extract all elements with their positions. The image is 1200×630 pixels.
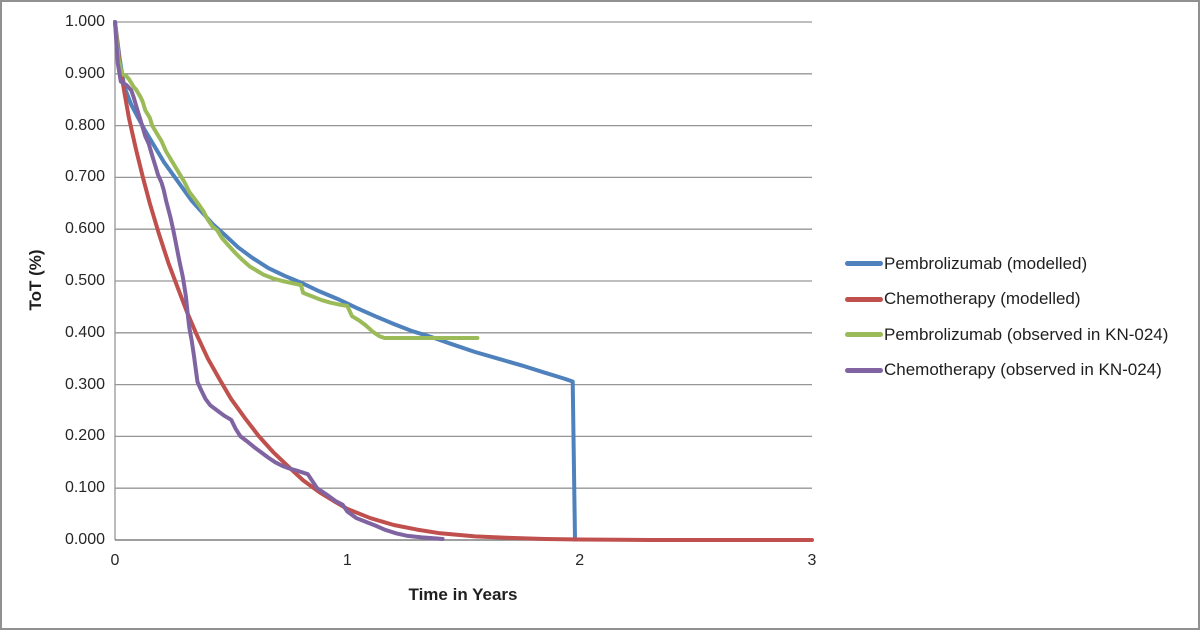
series-line-chemotherapy-modelled <box>113 20 814 542</box>
y-tick-label: 0.000 <box>64 531 105 548</box>
legend-item-chemotherapy-modelled: Chemotherapy (modelled) <box>845 289 1168 310</box>
legend-label: Chemotherapy (modelled) <box>884 289 1081 308</box>
y-tick-label: 0.600 <box>64 220 105 238</box>
series-line-pembrolizumab-observed <box>113 20 480 340</box>
x-tick-label: 3 <box>807 552 817 569</box>
legend-item-pembrolizumab-modelled: Pembrolizumab (modelled) <box>845 253 1168 274</box>
legend-swatch-chemotherapy-modelled <box>845 296 883 302</box>
legend-label: Chemotherapy (observed in KN-024) <box>884 360 1162 379</box>
legend-item-chemotherapy-observed: Chemotherapy (observed in KN-024) <box>845 360 1168 381</box>
y-tick-label: 0.300 <box>64 375 105 393</box>
y-tick-label: 0.900 <box>64 64 105 82</box>
y-tick-label: 0.500 <box>64 272 105 289</box>
legend-label: Pembrolizumab (observed in KN-024) <box>884 324 1169 344</box>
series-line-pembrolizumab-modelled <box>113 20 577 542</box>
y-tick-label: 1.000 <box>64 13 105 30</box>
legend-label: Pembrolizumab (modelled) <box>884 253 1088 273</box>
y-tick-label: 0.800 <box>64 116 105 134</box>
legend-item-pembrolizumab-observed: Pembrolizumab (observed in KN-024) <box>845 324 1168 345</box>
x-tick-label: 2 <box>575 552 585 569</box>
legend-swatch-pembrolizumab-modelled <box>845 261 883 266</box>
legend-swatch-chemotherapy-observed <box>845 367 883 373</box>
y-tick-label: 0.700 <box>64 168 105 186</box>
legend-swatch-pembrolizumab-observed <box>845 332 883 337</box>
x-tick-label: 0 <box>110 552 120 569</box>
series-line-chemotherapy-observed <box>113 20 445 541</box>
x-axis-title: Time in Years <box>408 585 518 604</box>
y-tick-label: 0.100 <box>64 479 105 497</box>
y-tick-label: 0.400 <box>64 323 105 341</box>
y-tick-label: 0.200 <box>64 427 105 445</box>
y-axis-title: ToT (%) <box>26 249 45 311</box>
x-tick-label: 1 <box>342 552 352 569</box>
legend: Pembrolizumab (modelled) Chemotherapy (mo… <box>845 253 1168 395</box>
